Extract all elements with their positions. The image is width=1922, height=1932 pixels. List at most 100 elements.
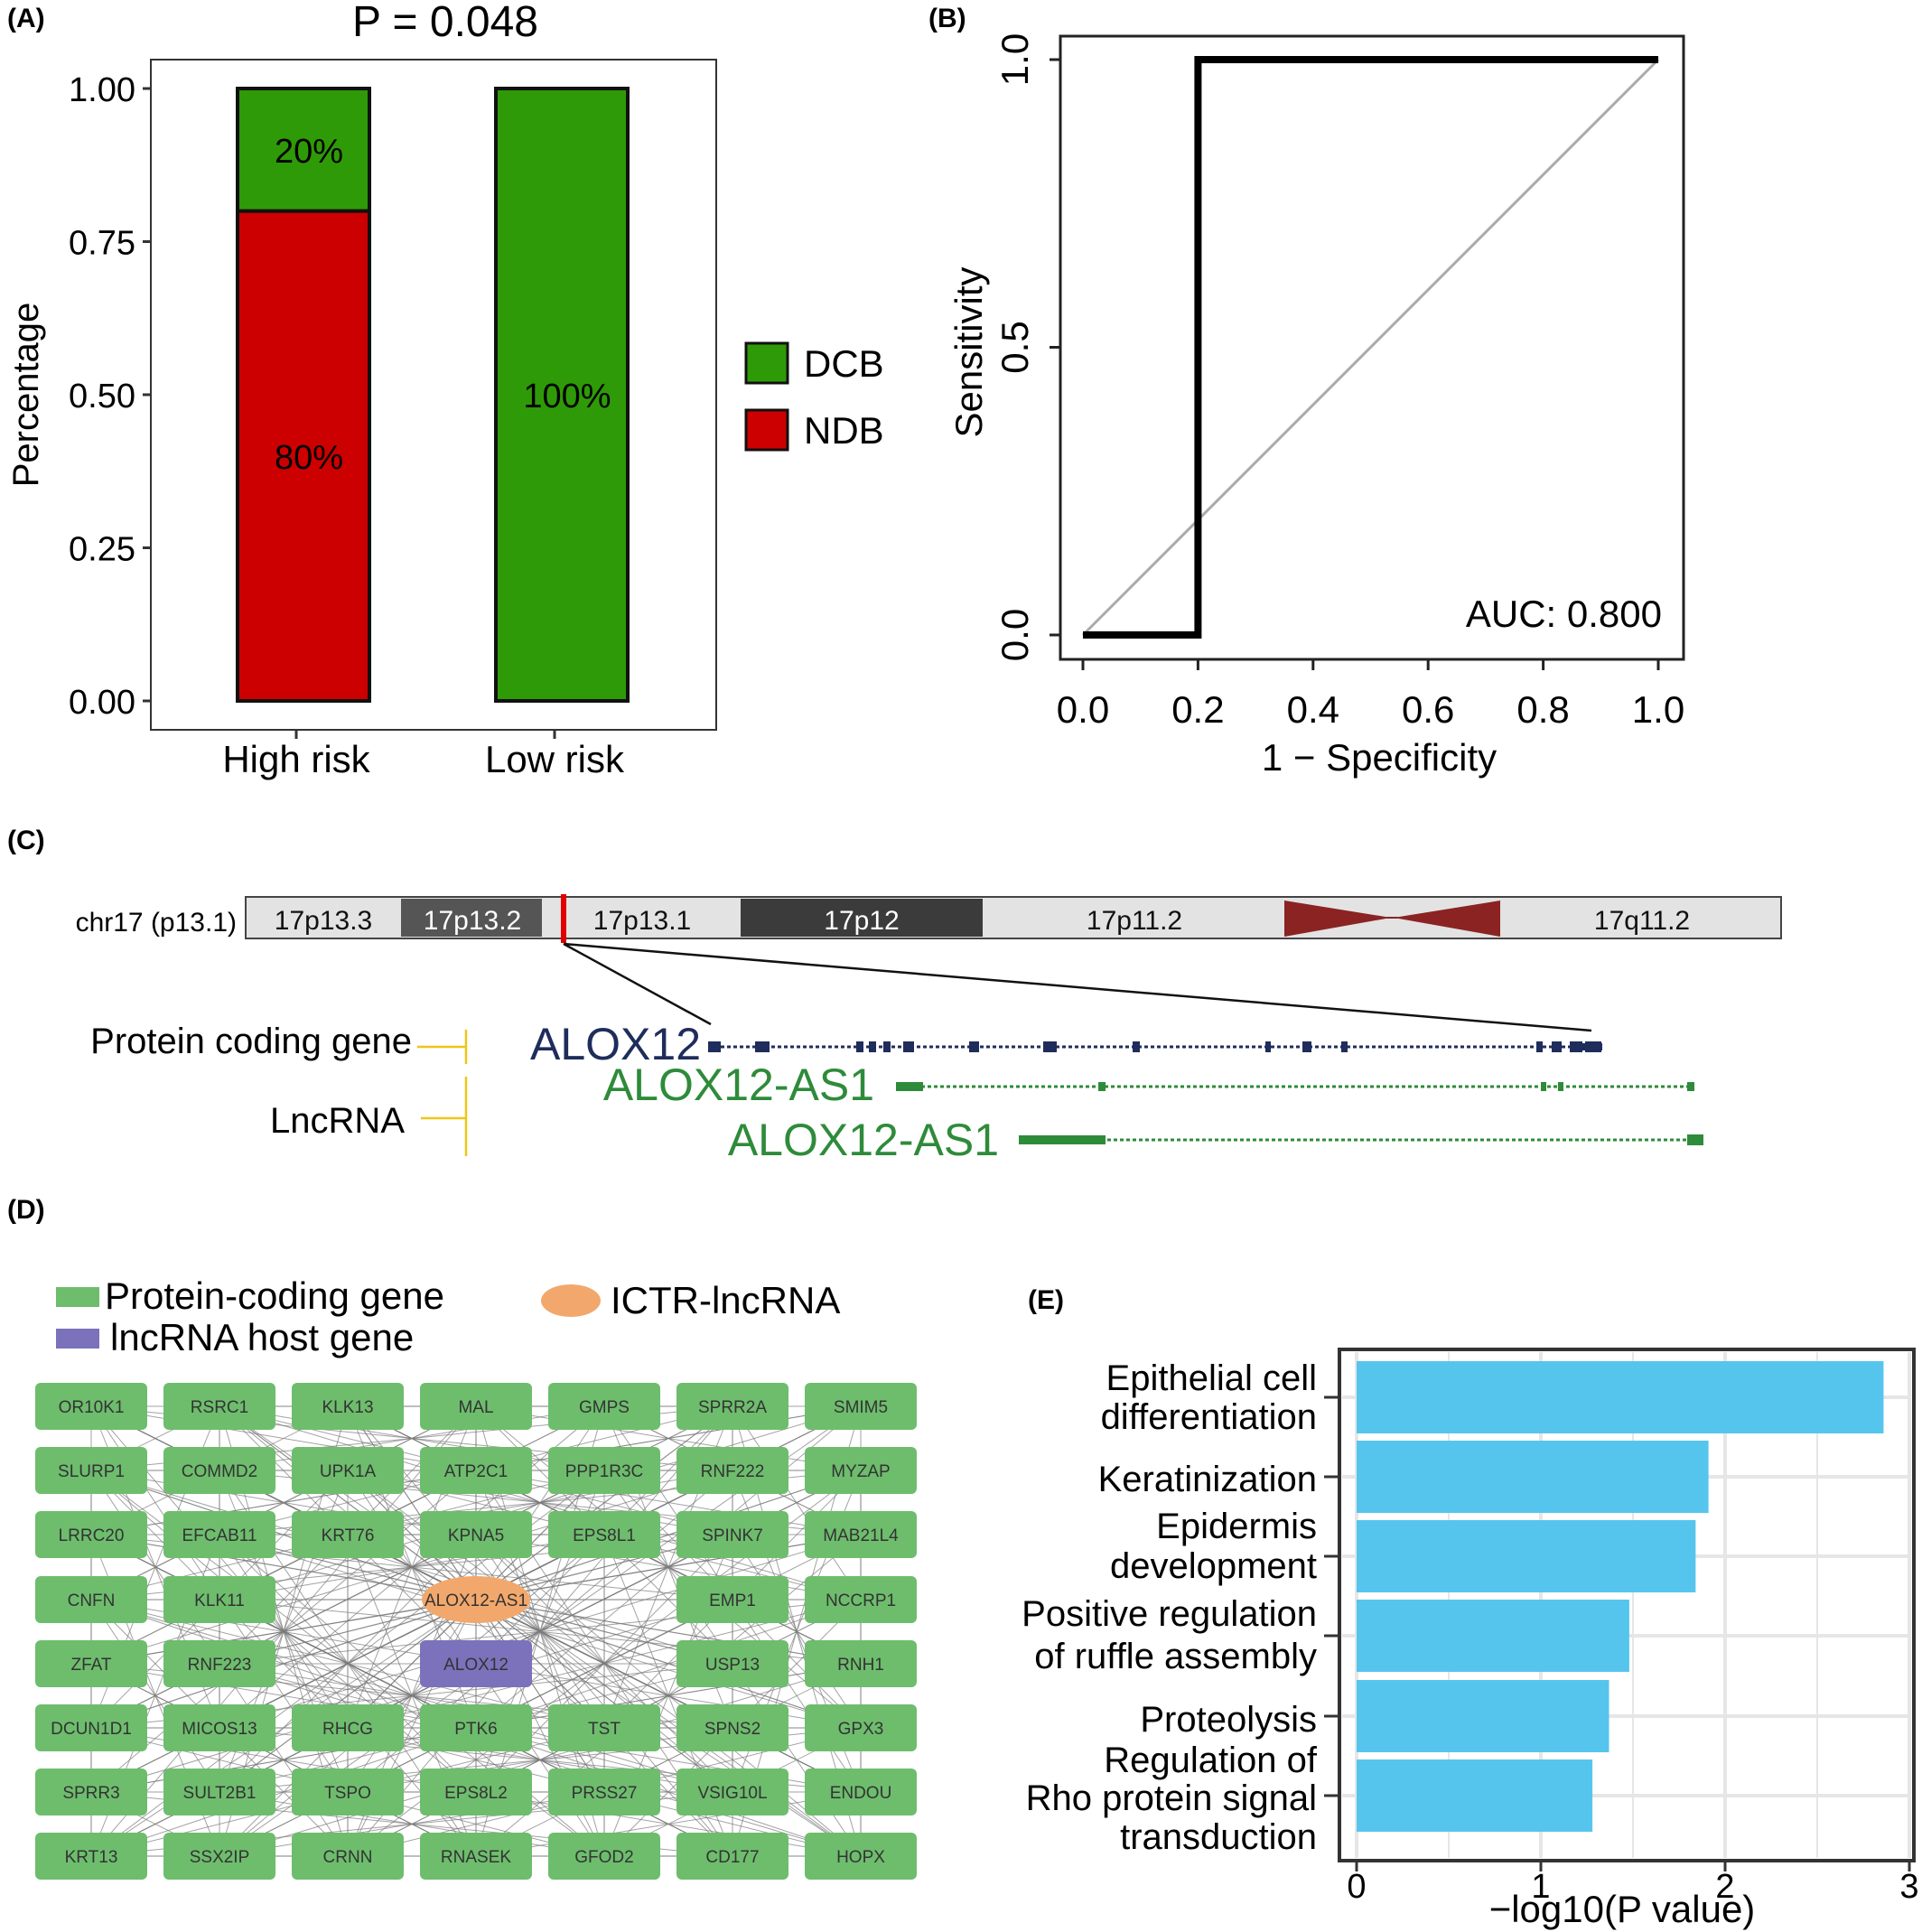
panel-d: (D) Protein-coding gene lncRNA host gene…	[7, 1195, 917, 1880]
exon	[1133, 1041, 1140, 1052]
node-label: KLK13	[322, 1398, 373, 1417]
exon	[856, 1041, 863, 1052]
node-label: SPRR3	[62, 1784, 119, 1803]
x-tick-label: High risk	[222, 738, 370, 780]
node-smim5	[805, 1383, 917, 1430]
node-label: CD177	[705, 1848, 759, 1867]
panel-c: (C) chr17 (p13.1) 17p13.3 17p13.2 17p13.…	[7, 826, 1782, 1165]
node-alox12-as1	[422, 1576, 530, 1623]
y-tick-label: 0.50	[69, 378, 135, 415]
y-tick-label: 0.00	[69, 684, 135, 722]
band-label: 17p13.2	[424, 906, 521, 936]
bar-5	[1357, 1759, 1593, 1832]
y-tick-label: 0.75	[69, 225, 135, 263]
node-label: EPS8L2	[444, 1784, 508, 1803]
panel-c-label: (C)	[7, 826, 45, 855]
exon	[1265, 1041, 1271, 1052]
node-label: MICOS13	[182, 1720, 257, 1739]
panel-e-bars	[1357, 1361, 1884, 1832]
node-label: NCCRP1	[826, 1591, 896, 1610]
category-label: Regulation of	[1104, 1741, 1318, 1780]
node-tspo	[292, 1769, 404, 1815]
panel-a-label: (A)	[7, 4, 45, 33]
y-tick-label: 0.25	[69, 531, 135, 569]
node-or10k1	[35, 1383, 147, 1430]
panel-a-bars: 80% 20% 100%	[236, 87, 630, 704]
panel-a-ylabel: Percentage	[6, 303, 46, 488]
bar-0	[1357, 1361, 1884, 1433]
node-rhcg	[292, 1704, 404, 1751]
node-rnf222	[676, 1447, 788, 1494]
exon	[869, 1041, 876, 1052]
exon	[708, 1041, 721, 1052]
roc-reference-line	[1081, 58, 1660, 637]
category-label: Rho protein signal	[1026, 1778, 1317, 1818]
exon	[1341, 1041, 1348, 1052]
track-label-protein: Protein coding gene	[90, 1022, 412, 1061]
node-label: PTK6	[454, 1720, 498, 1739]
exon	[1019, 1135, 1106, 1144]
node-gmps	[548, 1383, 660, 1430]
exon	[1098, 1082, 1106, 1091]
x-tick-label: 0.0	[1057, 688, 1109, 731]
y-tick-label: 1.00	[69, 71, 135, 109]
band-label: 17p13.1	[593, 906, 691, 936]
panel-a: (A) P = 0.048 Percentage 0.00 0.25 0.50 0.7…	[6, 0, 884, 780]
node-label: RNF223	[188, 1656, 252, 1675]
legend-swatch-ndb	[744, 408, 789, 452]
legend-label-host: lncRNA host gene	[110, 1316, 414, 1358]
panel-b-ylabel: Sensitivity	[947, 266, 990, 437]
exon	[1558, 1082, 1563, 1091]
node-nccrp1	[805, 1576, 917, 1623]
x-tick-label: 0.4	[1287, 688, 1339, 731]
legend-swatch-dcb	[744, 341, 789, 385]
node-tst	[548, 1704, 660, 1751]
legend-label-ndb: NDB	[804, 409, 884, 452]
x-tick-label: 1	[1531, 1868, 1550, 1906]
legend-label-dcb: DCB	[804, 342, 884, 385]
bar-dcb-0	[236, 87, 371, 213]
node-label: SPINK7	[702, 1526, 763, 1545]
category-label: Proteolysis	[1140, 1700, 1317, 1740]
exon	[755, 1041, 770, 1052]
panel-e-plot-frame	[1338, 1348, 1916, 1862]
node-sprr2a	[676, 1383, 788, 1430]
node-gfod2	[548, 1833, 660, 1880]
node-eps8l1	[548, 1511, 660, 1558]
node-label: KPNA5	[448, 1526, 504, 1545]
node-rsrc1	[163, 1383, 275, 1430]
node-label: RNH1	[837, 1656, 884, 1675]
node-label: ALOX12-AS1	[425, 1591, 527, 1610]
node-atp2c1	[420, 1447, 532, 1494]
node-label: EFCAB11	[182, 1526, 257, 1545]
node-label: SMIM5	[834, 1398, 888, 1417]
node-rnh1	[805, 1640, 917, 1687]
network-nodes: OR10K1 RSRC1 KLK13 MAL GMPS SPRR2A SMIM5 SLURP1…	[35, 1383, 917, 1880]
bar-1	[1357, 1441, 1709, 1513]
node-hopx	[805, 1833, 917, 1880]
y-tick-label: 0.5	[994, 321, 1036, 373]
centromere	[1394, 901, 1500, 937]
node-emp1	[676, 1576, 788, 1623]
node-ptk6	[420, 1704, 532, 1751]
node-label: RHCG	[322, 1720, 373, 1739]
category-label: of ruffle assembly	[1034, 1637, 1317, 1676]
category-label: Positive regulation	[1022, 1594, 1317, 1634]
node-klk13	[292, 1383, 404, 1430]
zoom-line	[563, 942, 712, 1026]
node-label: UPK1A	[320, 1462, 377, 1481]
node-label: ZFAT	[70, 1656, 111, 1675]
category-label: differentiation	[1101, 1397, 1317, 1437]
exon	[1536, 1041, 1543, 1052]
x-tick-label: 0.2	[1171, 688, 1224, 731]
x-tick-label: 0	[1347, 1868, 1366, 1906]
node-slurp1	[35, 1447, 147, 1494]
panel-a-plot-frame	[150, 59, 717, 731]
category-label: development	[1110, 1546, 1317, 1586]
panel-a-y-ticks: 0.00 0.25 0.50 0.75 1.00	[69, 71, 151, 722]
network-edge	[219, 1405, 605, 1729]
node-label: KRT76	[322, 1526, 375, 1545]
node-label: PRSS27	[572, 1784, 638, 1803]
